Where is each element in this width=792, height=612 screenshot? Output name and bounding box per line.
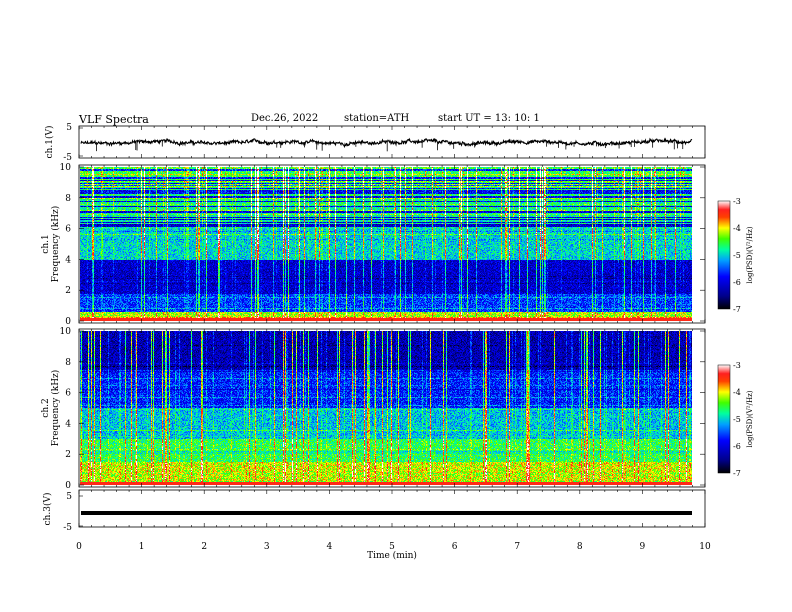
ch1-colorbar-tick: -7	[733, 305, 741, 314]
x-axis-label: Time (min)	[367, 550, 417, 561]
ch1-ytick: -5	[63, 153, 72, 163]
ch1-ytick: 8	[65, 194, 71, 204]
x-tick-label: 1	[139, 542, 145, 552]
ch1-colorbar-tick: -5	[733, 251, 741, 260]
x-tick-label: 3	[264, 542, 270, 552]
ch1-ytick: 6	[65, 225, 71, 235]
ch1-spectrogram-canvas	[80, 167, 692, 321]
ch1-colorbar-tick: -3	[733, 197, 741, 206]
ch2-ylabel: ch.2	[41, 398, 51, 417]
chart-title: VLF Spectra	[79, 113, 149, 126]
ch1-ytick: 2	[65, 286, 71, 296]
ch1-ytick: 10	[60, 163, 72, 173]
ch2-spectrogram-canvas	[80, 331, 692, 485]
ch1-ytick: 4	[65, 255, 71, 265]
ch1-ytick: 5	[66, 123, 72, 133]
ch2-colorbar-tick: -3	[733, 361, 741, 370]
ch1-colorbar-tick: -6	[733, 278, 741, 287]
ch1-colorbar-tick: -4	[733, 224, 741, 233]
ch2-colorbar-tick: -7	[733, 469, 741, 478]
ch3-ytick: 5	[66, 492, 72, 502]
ch2-colorbar-label: log(PSD)(V²/Hz)	[746, 390, 754, 447]
start-time-label: start UT = 13: 10: 1	[438, 113, 540, 124]
x-tick-label: 2	[201, 542, 207, 552]
ch2-ytick: 6	[65, 389, 71, 399]
x-tick-label: 7	[514, 542, 520, 552]
ch2-ylabel: Frequency (kHz)	[50, 370, 61, 447]
ch2-ytick: 10	[60, 327, 72, 337]
x-tick-label: 8	[577, 542, 583, 552]
station-label: station=ATH	[344, 113, 410, 124]
x-tick-label: 6	[452, 542, 458, 552]
ch3-ylabel: ch.3(V)	[42, 493, 53, 526]
ch2-colorbar	[717, 364, 731, 474]
x-tick-label: 10	[699, 542, 711, 552]
ch2-colorbar-tick: -5	[733, 415, 741, 424]
x-tick-label: 5	[389, 542, 395, 552]
ch1-colorbar-label: log(PSD)(V²/Hz)	[746, 226, 754, 283]
ch2-spectrogram-frame	[78, 328, 706, 488]
ch1-colorbar	[717, 200, 731, 310]
x-tick-label: 4	[327, 542, 333, 552]
ch2-ytick: 4	[65, 419, 71, 429]
ch1-ytick: 0	[65, 317, 71, 327]
ch2-ytick: 8	[65, 358, 71, 368]
ch1-waveform-line	[80, 137, 693, 149]
date-label: Dec.26, 2022	[251, 113, 319, 124]
ch1-ylabel: Frequency (kHz)	[50, 206, 61, 283]
ch1-spectrogram-frame	[78, 164, 706, 324]
x-tick-label: 9	[640, 542, 646, 552]
ch2-colorbar-tick: -6	[733, 442, 741, 451]
ch2-ytick: 2	[65, 450, 71, 460]
ch1-ylabel: ch.1(V)	[44, 126, 55, 159]
ch2-colorbar-tick: -4	[733, 388, 741, 397]
ch3-waveform-frame	[78, 489, 706, 528]
ch1-ylabel: ch.1	[41, 234, 51, 253]
ch2-ytick: 0	[65, 481, 71, 491]
x-tick-label: 0	[76, 542, 82, 552]
ch3-ytick: -5	[63, 523, 72, 533]
